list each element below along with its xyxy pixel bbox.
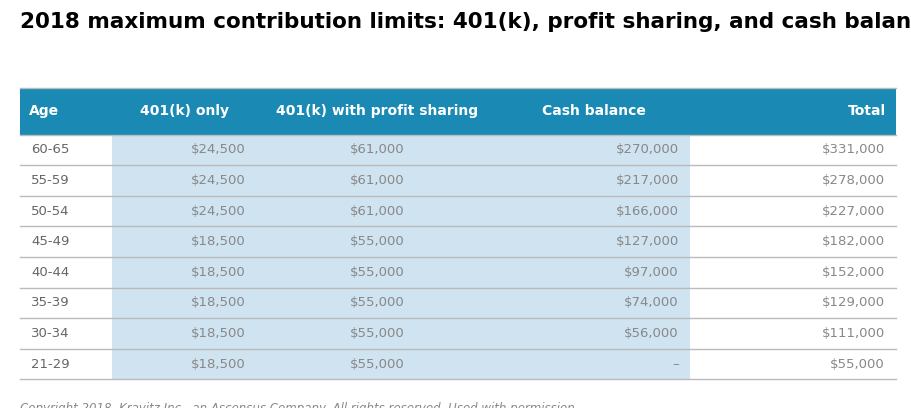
Text: $127,000: $127,000 [615,235,678,248]
Text: 401(k) with profit sharing: 401(k) with profit sharing [275,104,477,118]
Text: Age: Age [29,104,59,118]
Text: $97,000: $97,000 [624,266,678,279]
Text: $152,000: $152,000 [821,266,884,279]
Text: Copyright 2018, Kravitz Inc., an Ascensus Company. All rights reserved. Used wit: Copyright 2018, Kravitz Inc., an Ascensu… [20,402,578,408]
Text: $55,000: $55,000 [349,297,404,309]
Text: $111,000: $111,000 [821,327,884,340]
Bar [256,135,496,379]
Text: $166,000: $166,000 [615,205,678,217]
Text: $24,500: $24,500 [190,174,245,187]
Text: Total: Total [847,104,885,118]
Text: $129,000: $129,000 [821,297,884,309]
Text: $24,500: $24,500 [190,144,245,156]
Text: $331,000: $331,000 [821,144,884,156]
Text: $227,000: $227,000 [821,205,884,217]
Text: 2018 maximum contribution limits: 401(k), profit sharing, and cash balance plans: 2018 maximum contribution limits: 401(k)… [20,12,911,32]
Text: $74,000: $74,000 [624,297,678,309]
Text: $61,000: $61,000 [349,205,404,217]
Text: $24,500: $24,500 [190,205,245,217]
Text: $217,000: $217,000 [615,174,678,187]
Text: 21-29: 21-29 [31,358,69,370]
Text: $18,500: $18,500 [190,266,245,279]
Text: $55,000: $55,000 [349,266,404,279]
Bar [20,88,895,135]
Text: 401(k) only: 401(k) only [139,104,229,118]
Text: 35-39: 35-39 [31,297,69,309]
Bar [112,135,256,379]
Text: 40-44: 40-44 [31,266,69,279]
Text: $18,500: $18,500 [190,358,245,370]
Text: $56,000: $56,000 [624,327,678,340]
Text: $61,000: $61,000 [349,144,404,156]
Text: 30-34: 30-34 [31,327,69,340]
Text: 50-54: 50-54 [31,205,69,217]
Text: $55,000: $55,000 [349,327,404,340]
Text: $61,000: $61,000 [349,174,404,187]
Text: $18,500: $18,500 [190,297,245,309]
Text: $278,000: $278,000 [821,174,884,187]
Text: $18,500: $18,500 [190,327,245,340]
Bar [496,135,689,379]
Text: $18,500: $18,500 [190,235,245,248]
Text: 45-49: 45-49 [31,235,69,248]
Text: $55,000: $55,000 [349,358,404,370]
Text: 55-59: 55-59 [31,174,69,187]
Text: 60-65: 60-65 [31,144,69,156]
Text: –: – [671,358,678,370]
Text: $55,000: $55,000 [349,235,404,248]
Text: $182,000: $182,000 [821,235,884,248]
Text: Cash balance: Cash balance [541,104,645,118]
Text: $270,000: $270,000 [615,144,678,156]
Text: $55,000: $55,000 [829,358,884,370]
